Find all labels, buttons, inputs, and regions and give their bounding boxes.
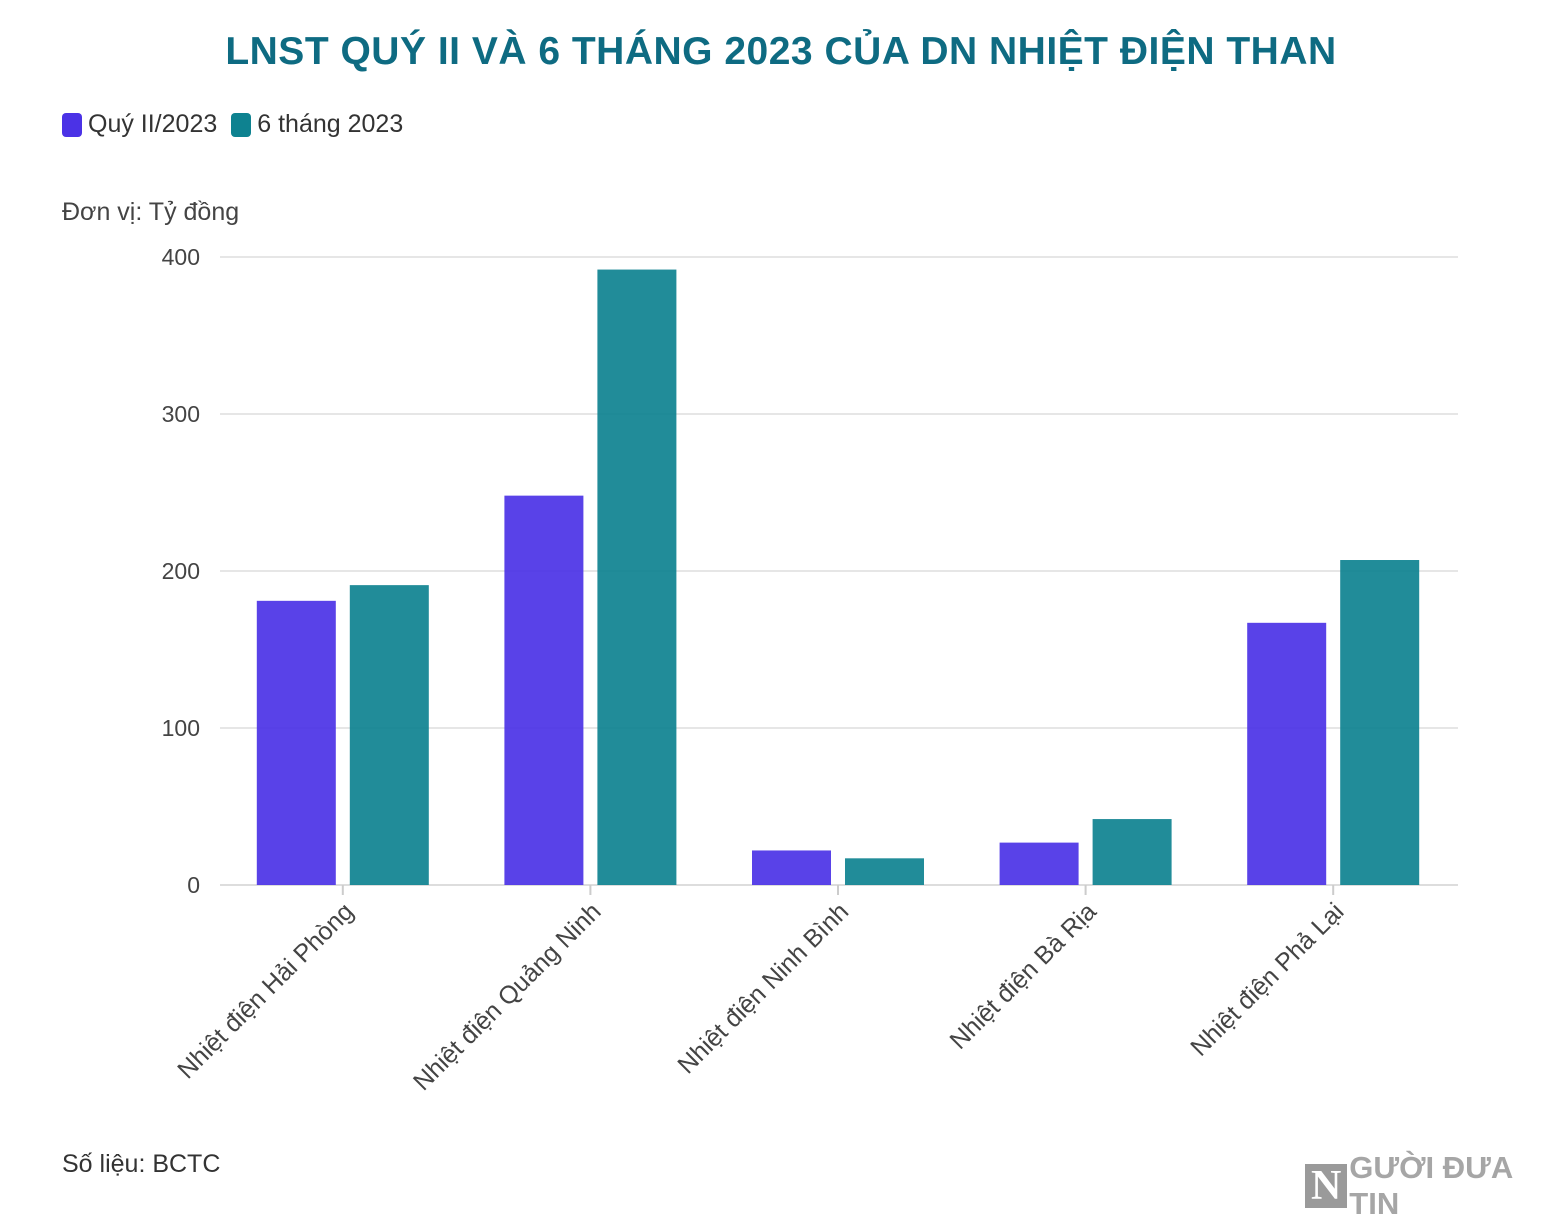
- legend-item-q2[interactable]: Quý II/2023: [62, 110, 217, 139]
- legend-label-6m: 6 tháng 2023: [257, 110, 404, 138]
- x-tick-label: Nhiệt điện Quảng Ninh: [408, 897, 607, 1096]
- unit-label: Đơn vị: Tỷ đồng: [62, 198, 240, 226]
- bar: [1247, 622, 1327, 885]
- legend-swatch-q2: [62, 112, 82, 137]
- bar: [999, 842, 1079, 885]
- x-tick-label: Nhiệt điện Hải Phòng: [172, 897, 359, 1084]
- y-tick-label: 400: [162, 244, 200, 270]
- bar: [1092, 819, 1172, 885]
- logo-initial: N: [1305, 1164, 1348, 1208]
- y-tick-label: 200: [162, 558, 200, 584]
- bar: [752, 850, 831, 885]
- x-tick-label: Nhiệt điện Ninh Bình: [672, 897, 854, 1079]
- legend-item-6m[interactable]: 6 tháng 2023: [231, 110, 403, 139]
- y-tick-label: 100: [162, 715, 200, 741]
- source-note: Số liệu: BCTC: [62, 1150, 221, 1178]
- publisher-logo: N GƯỜI ĐƯA TIN: [1305, 1150, 1562, 1222]
- logo-text: GƯỜI ĐƯA TIN: [1349, 1150, 1513, 1221]
- x-tick-label: Nhiệt điện Bà Rịa: [944, 897, 1101, 1054]
- bar: [597, 269, 677, 885]
- x-tick-label: Nhiệt điện Phả Lại: [1185, 897, 1349, 1061]
- legend: Quý II/2023 6 tháng 2023: [62, 110, 403, 139]
- bar: [256, 600, 336, 885]
- y-tick-label: 0: [187, 872, 200, 898]
- chart-title: LNST QUÝ II VÀ 6 THÁNG 2023 CỦA DN NHIỆT…: [225, 30, 1337, 73]
- y-tick-label: 300: [162, 401, 200, 427]
- bar: [349, 585, 429, 885]
- legend-swatch-6m: [231, 112, 252, 137]
- bar: [845, 858, 924, 885]
- legend-label-q2: Quý II/2023: [88, 110, 218, 138]
- bar: [504, 495, 584, 885]
- bar: [1340, 560, 1420, 885]
